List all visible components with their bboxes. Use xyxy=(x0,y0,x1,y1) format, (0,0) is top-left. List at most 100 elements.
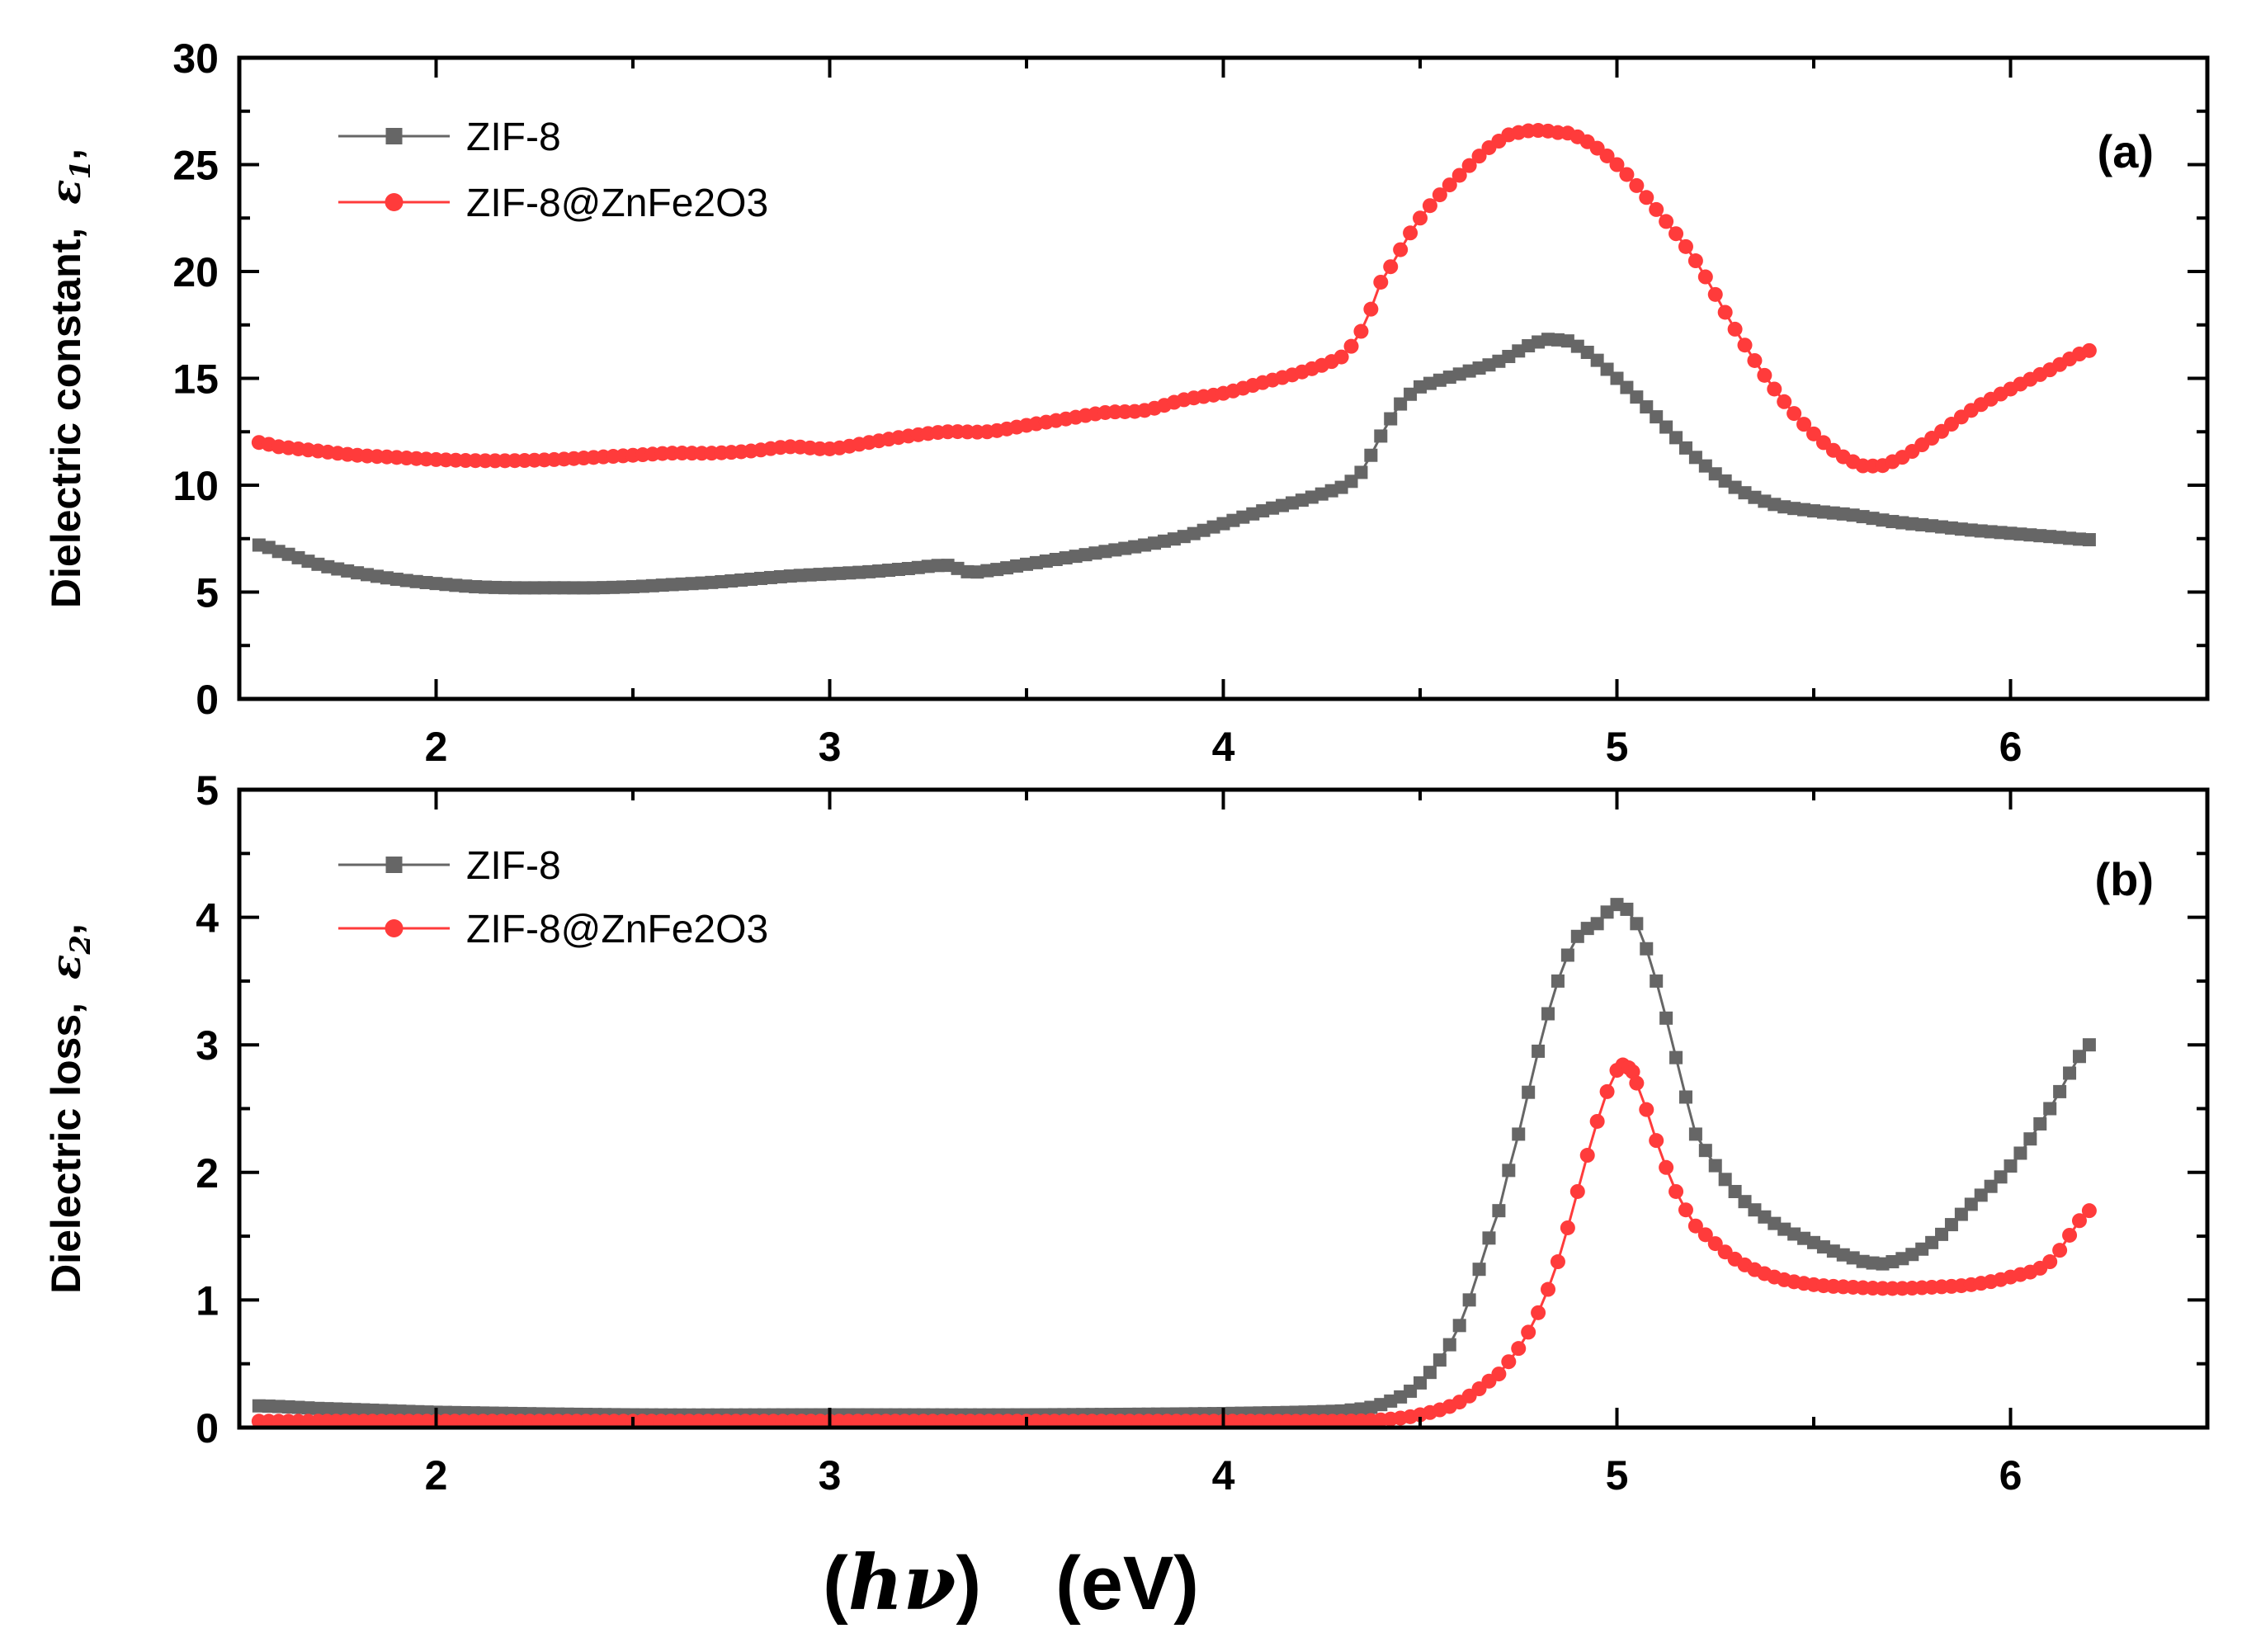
data-point xyxy=(2072,1050,2086,1064)
data-point xyxy=(1422,198,1437,214)
data-point xyxy=(1707,286,1723,302)
data-point xyxy=(2013,1146,2027,1160)
data-point xyxy=(1767,381,1782,397)
data-point xyxy=(1451,168,1467,183)
data-point xyxy=(1461,158,1477,173)
y-tick-label: 30 xyxy=(172,35,219,82)
data-point xyxy=(1717,304,1733,320)
panel-a-ticks xyxy=(238,56,2209,701)
data-point xyxy=(1413,210,1428,226)
data-point xyxy=(1688,1127,1702,1141)
data-point xyxy=(1452,1319,1466,1333)
data-point xyxy=(2082,1038,2096,1052)
data-point xyxy=(1650,974,1664,988)
data-point xyxy=(1678,1090,1692,1104)
x-tick-label: 3 xyxy=(819,1452,842,1499)
data-point xyxy=(1659,1159,1674,1175)
data-point xyxy=(1354,465,1368,479)
data-point xyxy=(1384,412,1398,426)
x-tick-label: 6 xyxy=(1999,1452,2023,1499)
data-point xyxy=(1659,1011,1673,1025)
data-point xyxy=(1687,253,1703,269)
data-point xyxy=(1364,448,1378,462)
legend-label: ZIF-8 xyxy=(466,844,561,888)
x-tick-label: 4 xyxy=(1212,1452,1235,1499)
panel-b-ticks xyxy=(238,788,2209,1429)
data-point xyxy=(1599,148,1615,163)
panel-a-label: (a) xyxy=(2098,125,2154,177)
data-point xyxy=(1532,1044,1546,1058)
data-point xyxy=(1944,1218,1958,1232)
data-point xyxy=(2081,1203,2097,1219)
legend-entry-zif-8: ZIF-8 xyxy=(338,116,561,159)
panel-b-label: (b) xyxy=(2094,853,2154,905)
data-point xyxy=(1728,1184,1742,1198)
data-point xyxy=(1796,417,1812,432)
data-point xyxy=(1560,948,1574,962)
series-line-zif-8 xyxy=(258,903,2091,1417)
legend-entry-zif-8: ZIF-8 xyxy=(338,844,561,888)
data-point xyxy=(1442,1338,1456,1352)
data-point xyxy=(2081,342,2097,358)
data-point xyxy=(1806,426,1821,441)
legend-marker xyxy=(385,128,403,144)
legend-entry-zif-8-znfe2o3: ZIF-8@ZnFe2O3 xyxy=(338,182,768,225)
data-point xyxy=(1697,1227,1713,1243)
data-point xyxy=(1414,1376,1427,1390)
legend-label: ZIF-8 xyxy=(466,116,561,159)
data-point xyxy=(2063,1066,2077,1080)
data-point xyxy=(1747,352,1763,368)
x-axis-title: (hν) (eV) xyxy=(823,1538,1199,1627)
data-point xyxy=(1727,321,1743,337)
series-zif-8-znfe2o3 xyxy=(251,123,2097,474)
legend-label: ZIF-8@ZnFe2O3 xyxy=(466,908,768,951)
data-point xyxy=(1659,420,1673,434)
data-point xyxy=(1649,201,1664,217)
data-point xyxy=(1560,1220,1575,1235)
data-point xyxy=(1620,902,1634,916)
data-point xyxy=(1579,1148,1595,1163)
x-tick-label: 2 xyxy=(425,1452,448,1499)
panel-b: 2 3 4 5 6 0 1 2 3 4 5 (b) ZIF-8 ZIF-8@ZnFe2O3 Diele… xyxy=(41,767,2210,1499)
y-tick-label: 0 xyxy=(196,677,219,723)
data-point xyxy=(1492,1204,1506,1218)
data-point xyxy=(1462,1293,1476,1307)
y-tick-label: 10 xyxy=(172,463,219,509)
data-point xyxy=(1541,1007,1555,1021)
data-point xyxy=(1777,394,1792,409)
series-zif-8 xyxy=(252,333,2096,595)
y-tick-label: 5 xyxy=(196,570,219,616)
data-point xyxy=(1521,1324,1536,1340)
data-point xyxy=(1442,177,1457,193)
data-point xyxy=(1393,242,1409,257)
data-point xyxy=(2082,533,2096,547)
panel-b-series xyxy=(251,898,2097,1429)
data-point xyxy=(1551,974,1565,988)
y-tick-label: 5 xyxy=(196,767,219,814)
data-point xyxy=(2062,1227,2078,1243)
data-point xyxy=(1629,1075,1645,1091)
series-zif-8 xyxy=(252,898,2096,1422)
x-tick-label: 5 xyxy=(1606,724,1629,770)
x-tick-label: 6 xyxy=(1999,724,2023,770)
data-point xyxy=(1541,1281,1556,1297)
data-point xyxy=(2023,1132,2037,1146)
data-point xyxy=(1482,1231,1496,1245)
data-point xyxy=(1629,177,1645,193)
legend-marker xyxy=(385,857,403,873)
data-point xyxy=(2033,1116,2047,1130)
data-point xyxy=(1491,1366,1507,1382)
data-point xyxy=(1522,1085,1536,1099)
y-tick-label: 2 xyxy=(196,1150,219,1197)
data-point xyxy=(2004,1159,2018,1173)
data-point xyxy=(1669,431,1683,445)
data-point xyxy=(1403,225,1418,241)
data-point xyxy=(1698,1144,1712,1158)
data-point xyxy=(1432,187,1447,203)
legend-entry-zif-8-znfe2o3: ZIF-8@ZnFe2O3 xyxy=(338,908,768,951)
data-point xyxy=(1619,167,1635,182)
panel-a-tick-labels: 2 3 4 5 6 0 5 10 15 20 25 30 xyxy=(172,35,2022,770)
legend-marker xyxy=(385,193,404,211)
data-point xyxy=(2052,1243,2068,1258)
